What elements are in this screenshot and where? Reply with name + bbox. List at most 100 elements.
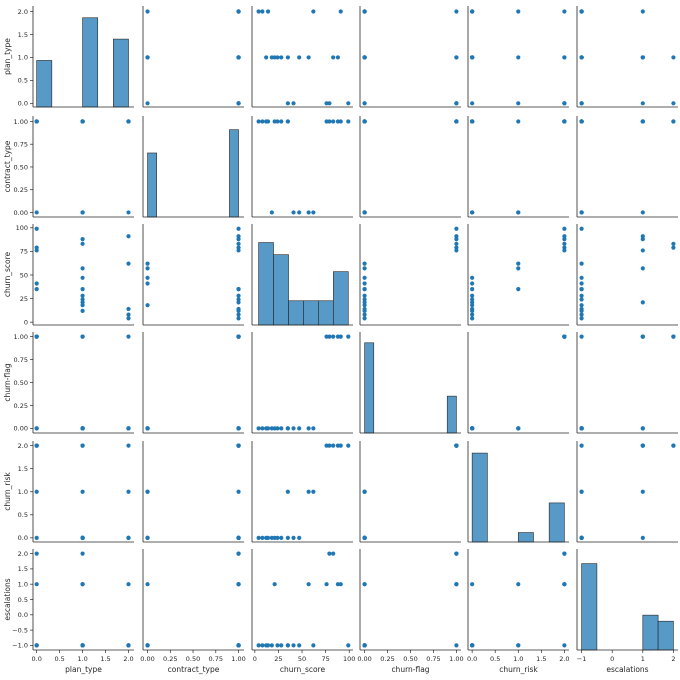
scatter-point: [454, 443, 459, 448]
hist-bar: [82, 17, 99, 108]
hist-bar: [446, 395, 457, 434]
x-tick-label: 0.25: [163, 655, 177, 663]
scatter-point: [470, 316, 475, 321]
scatter-point: [454, 55, 459, 60]
panel-contract_type-vs-churn-flag: [359, 116, 461, 218]
x-tick-label: 1: [641, 655, 645, 663]
scatter-point: [640, 234, 645, 239]
scatter-point: [80, 308, 85, 313]
panel-plan_type-vs-contract_type: [142, 6, 244, 108]
y-tick-label: 100: [16, 224, 28, 232]
scatter-point: [579, 210, 584, 215]
scatter-point: [265, 643, 271, 648]
x-tick-label: 0.50: [403, 655, 417, 663]
scatter-point: [579, 55, 584, 60]
panel-churn-flag-vs-plan_type: 0.00 0.25 0.50 0.75 1.00: [14, 332, 134, 434]
scatter-point: [579, 297, 584, 302]
scatter-point: [34, 489, 39, 494]
y-tick-label: 1.0: [18, 488, 28, 496]
scatter-point: [640, 426, 645, 431]
scatter-point: [260, 9, 265, 14]
y-tick-label: 1.0: [18, 54, 28, 62]
scatter-point: [126, 312, 131, 317]
scatter-point: [80, 266, 85, 271]
y-tick-label: −0.5: [12, 626, 28, 634]
scatter-point: [640, 489, 645, 494]
x-tick-label: 0.0: [32, 655, 42, 663]
scatter-point: [236, 226, 241, 231]
scatter-point: [126, 489, 131, 494]
y-tick-label: 0.0: [18, 534, 28, 542]
scatter-point: [640, 266, 645, 271]
scatter-point: [516, 261, 521, 266]
scatter-point: [126, 119, 131, 124]
panel-escalations-vs-contract_type: 0.00 0.25 0.50 0.75 1.00: [140, 549, 246, 663]
scatter-point: [346, 119, 351, 124]
scatter-point: [279, 426, 284, 431]
scatter-point: [579, 261, 584, 266]
scatter-point: [470, 275, 475, 280]
y-axis-label-contract_type: contract_type: [3, 140, 12, 192]
scatter-point: [454, 582, 459, 587]
panel-churn-flag-vs-escalations: [576, 332, 678, 434]
panel-contract_type-vs-churn_score: [251, 116, 353, 218]
scatter-point: [516, 643, 521, 648]
scatter-point: [470, 281, 475, 286]
scatter-point: [297, 643, 302, 648]
scatter-point: [34, 248, 39, 253]
panel-churn_risk-vs-churn_score: [251, 441, 353, 543]
scatter-point: [80, 535, 85, 540]
scatter-point: [306, 582, 311, 587]
scatter-point: [285, 535, 290, 540]
hist-bar: [147, 152, 157, 218]
scatter-point: [470, 306, 475, 312]
scatter-point: [236, 643, 241, 648]
x-axis-label-churn_risk: churn_risk: [499, 665, 538, 674]
scatter-point: [34, 551, 39, 556]
panel-churn_risk-vs-plan_type: 0.0 0.5 1.0 1.5 2.0: [18, 441, 134, 543]
panel-escalations-vs-escalations: −1 0 1 2: [576, 549, 678, 663]
x-tick-label: 50: [298, 655, 306, 663]
y-tick-label: 0.00: [14, 209, 28, 217]
x-tick-label: 1.0: [513, 655, 523, 663]
x-tick-label: 0: [610, 655, 614, 663]
panel-churn_score-vs-escalations: [576, 224, 678, 326]
scatter-point: [671, 443, 676, 448]
scatter-point: [640, 443, 645, 448]
scatter-point: [236, 101, 241, 106]
hist-bar: [113, 38, 129, 108]
scatter-point: [297, 426, 302, 431]
y-axis-label-escalations: escalations: [3, 578, 12, 620]
scatter-point: [145, 281, 150, 286]
scatter-point: [562, 234, 567, 239]
panel-plan_type-vs-plan_type: 0.0 0.5 1.0 1.5 2.0: [18, 6, 134, 108]
scatter-point: [562, 248, 567, 253]
scatter-point: [470, 9, 475, 14]
y-tick-label: 0.5: [18, 77, 28, 85]
hist-bar: [548, 502, 565, 543]
scatter-point: [236, 582, 241, 587]
scatter-point: [331, 334, 336, 339]
y-tick-label: 1.5: [18, 565, 28, 573]
scatter-point: [470, 101, 475, 106]
scatter-point: [236, 443, 241, 448]
scatter-point: [470, 643, 475, 648]
scatter-point: [327, 551, 332, 556]
panel-escalations-vs-churn_score: 0 25 50 75 100: [251, 549, 355, 663]
scatter-point: [306, 426, 311, 431]
panel-churn_risk-vs-escalations: [576, 441, 678, 543]
y-tick-label: 1.0: [18, 580, 28, 588]
scatter-point: [362, 306, 367, 312]
scatter-point: [516, 119, 521, 124]
panel-churn_score-vs-plan_type: 0 25 50 75 100: [16, 224, 134, 326]
scatter-point: [80, 643, 85, 648]
scatter-point: [80, 489, 85, 494]
scatter-point: [80, 443, 85, 448]
scatter-point: [306, 489, 311, 494]
y-tick-label: 0: [24, 318, 28, 326]
scatter-point: [126, 582, 131, 587]
scatter-point: [311, 9, 316, 14]
scatter-point: [34, 582, 39, 587]
scatter-point: [562, 119, 567, 124]
scatter-point: [236, 489, 241, 494]
